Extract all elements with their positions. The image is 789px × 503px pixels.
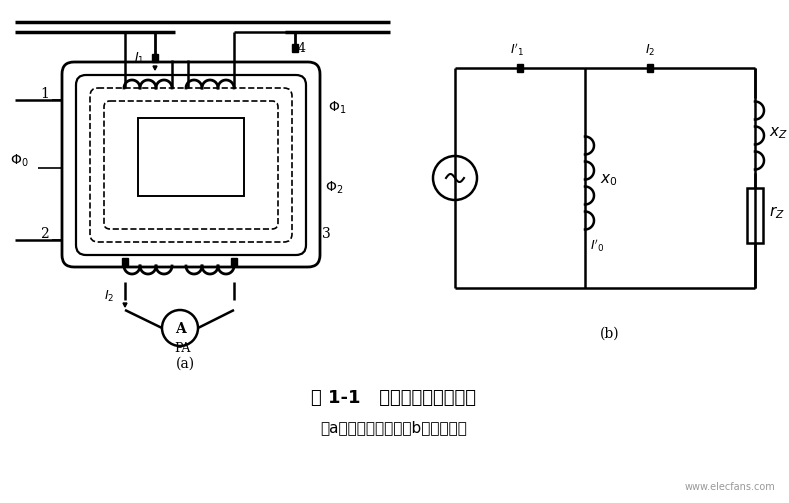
Text: 图 1-1   电流互感器的原理图: 图 1-1 电流互感器的原理图 <box>312 389 477 407</box>
Text: 4: 4 <box>298 42 306 55</box>
Bar <box>138 118 244 196</box>
Text: $\Phi_1$: $\Phi_1$ <box>328 100 346 116</box>
Text: （a）电气原理图；（b）等效电路: （a）电气原理图；（b）等效电路 <box>320 421 467 436</box>
Text: $I'_1$: $I'_1$ <box>510 42 524 58</box>
Text: $r_Z$: $r_Z$ <box>769 204 785 221</box>
Bar <box>122 258 128 266</box>
Text: $I'_0$: $I'_0$ <box>590 237 604 254</box>
Polygon shape <box>153 66 157 70</box>
Text: A: A <box>174 322 185 336</box>
Bar <box>517 64 523 72</box>
Text: 2: 2 <box>40 227 49 241</box>
Circle shape <box>433 156 477 200</box>
Text: $x_Z$: $x_Z$ <box>769 125 788 141</box>
Text: $I_2$: $I_2$ <box>645 43 656 58</box>
Bar <box>292 44 298 52</box>
Text: $\Phi_0$: $\Phi_0$ <box>10 153 28 170</box>
Polygon shape <box>123 303 127 307</box>
Text: $I_2$: $I_2$ <box>104 289 114 304</box>
Text: 1: 1 <box>40 87 49 101</box>
Text: 3: 3 <box>322 227 331 241</box>
Text: www.elecfans.com: www.elecfans.com <box>684 482 775 492</box>
Text: (a): (a) <box>175 357 195 371</box>
Bar <box>152 54 158 62</box>
Text: $I_1$: $I_1$ <box>134 51 144 66</box>
Bar <box>747 188 763 243</box>
Bar <box>231 258 237 266</box>
Text: PA: PA <box>174 342 190 355</box>
Text: $x_0$: $x_0$ <box>600 172 618 188</box>
Text: (b): (b) <box>600 327 620 341</box>
Bar <box>647 64 653 72</box>
Text: $\Phi_2$: $\Phi_2$ <box>325 180 343 196</box>
